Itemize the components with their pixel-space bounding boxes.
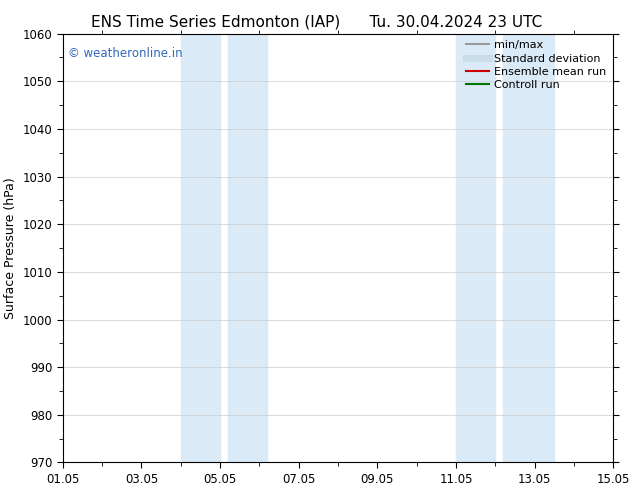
Bar xyxy=(181,34,220,463)
Bar xyxy=(228,34,268,463)
Bar xyxy=(456,34,495,463)
Y-axis label: Surface Pressure (hPa): Surface Pressure (hPa) xyxy=(4,177,17,319)
Text: © weatheronline.in: © weatheronline.in xyxy=(68,47,183,59)
Bar xyxy=(503,34,554,463)
Text: ENS Time Series Edmonton (IAP)      Tu. 30.04.2024 23 UTC: ENS Time Series Edmonton (IAP) Tu. 30.04… xyxy=(91,15,543,30)
Legend: min/max, Standard deviation, Ensemble mean run, Controll run: min/max, Standard deviation, Ensemble me… xyxy=(462,36,611,95)
